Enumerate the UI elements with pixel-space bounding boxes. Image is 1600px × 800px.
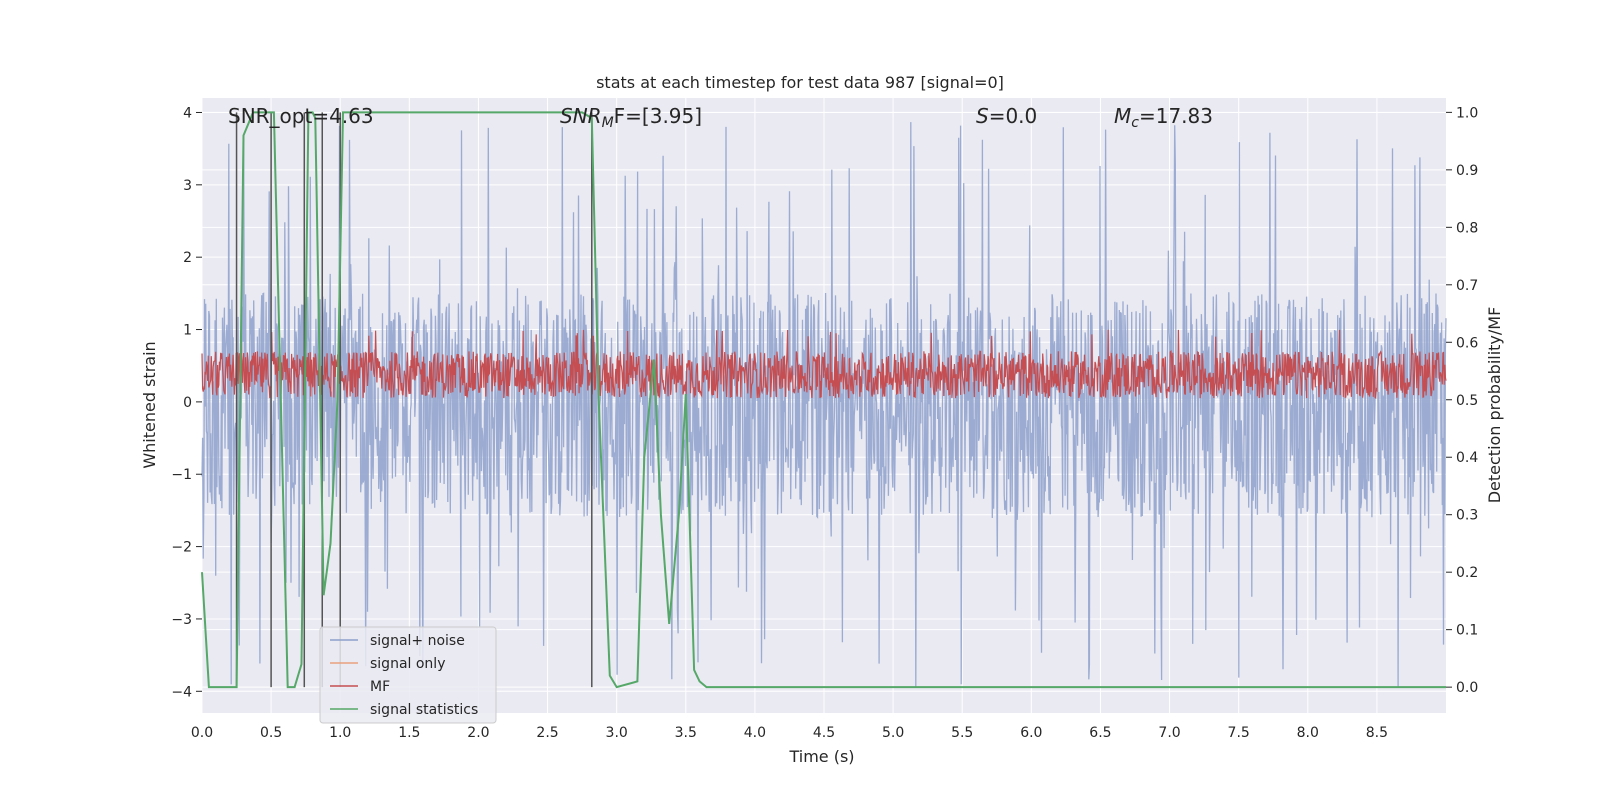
annotation-s-value: S=0.0: [976, 104, 1037, 128]
chart-title: stats at each timestep for test data 987…: [596, 73, 1004, 92]
x-tick-label: 7.0: [1158, 725, 1180, 741]
y-left-tick-label: −2: [171, 540, 192, 556]
y-right-tick-label: 0.5: [1456, 393, 1478, 409]
y-right-tick-label: 0.4: [1456, 450, 1478, 466]
y-left-tick-label: 4: [183, 105, 192, 121]
y-right-tick-label: 0.9: [1456, 163, 1478, 179]
x-tick-label: 8.0: [1297, 725, 1319, 741]
y-right-tick-label: 0.1: [1456, 623, 1478, 639]
y-left-tick-label: 0: [183, 395, 192, 411]
signal-statistics-line: [201, 111, 1446, 689]
legend-box: [319, 626, 497, 724]
legend-label-mf: MF: [370, 679, 390, 695]
y-right-tick-label: 0.7: [1456, 278, 1478, 294]
x-tick-label: 0.0: [191, 725, 213, 741]
y-left-tick-label: −3: [171, 612, 192, 628]
x-tick-label: 3.5: [675, 725, 697, 741]
annotation-snr-mf-suffix: F=[3.95]: [614, 104, 702, 128]
mf-line: [201, 329, 1447, 400]
y-right-tick-label: 0.6: [1456, 335, 1478, 351]
x-tick-label: 1.0: [329, 725, 351, 741]
x-tick-label: 2.0: [467, 725, 489, 741]
y-right-tick-label: 0.8: [1456, 220, 1478, 236]
x-tick-label: 5.5: [951, 725, 973, 741]
annotation-mc-value: Mc=17.83: [1114, 104, 1213, 131]
y-left-tick-label: −1: [171, 467, 192, 483]
annotation-snr-opt: SNR_opt=4.63: [228, 104, 374, 128]
x-tick-label: 4.5: [813, 725, 835, 741]
y-right-tick-label: 1.0: [1456, 105, 1478, 121]
y-left-tick-label: −4: [171, 684, 192, 700]
annotation-snr-mf-sub: M: [602, 115, 614, 131]
x-tick-label: 4.0: [744, 725, 766, 741]
x-tick-label: 5.0: [882, 725, 904, 741]
annotation-mc-prefix: M: [1114, 104, 1131, 128]
x-tick-label: 2.5: [536, 725, 558, 741]
signal-plus-noise-line: [201, 122, 1447, 688]
annotation-s-suffix: =0.0: [989, 104, 1038, 128]
legend: signal+ noise signal only MF signal stat…: [319, 626, 497, 724]
series-signal-statistics: [201, 111, 1446, 689]
x-tick-label: 7.5: [1228, 725, 1250, 741]
x-tick-label: 6.0: [1020, 725, 1042, 741]
y-left-tick-label: 3: [183, 178, 192, 194]
y-right-tick-label: 0.2: [1456, 565, 1478, 581]
x-tick-label: 1.5: [398, 725, 420, 741]
y-axis-label-right: Detection probability/MF: [1485, 307, 1504, 504]
legend-label-signal-statistics: signal statistics: [370, 702, 478, 718]
legend-label-signal-noise: signal+ noise: [370, 633, 465, 649]
annotation-snr-mf: SNRMF=[3.95]: [560, 104, 702, 131]
series-mf: [201, 329, 1447, 400]
x-axis-label: Time (s): [788, 747, 854, 766]
x-tick-label: 0.5: [260, 725, 282, 741]
annotation-snr-mf-prefix: SNR: [560, 104, 602, 128]
y-left-tick-label: 1: [183, 323, 192, 339]
annotation-s-prefix: S: [976, 104, 989, 128]
y-left-tick-label: 2: [183, 250, 192, 266]
series-signal-plus-noise: [201, 122, 1447, 688]
x-tick-label: 6.5: [1089, 725, 1111, 741]
tick-labels: 0.0 0.5 1.0 1.5 2.0 2.5 3.0 3.5 4.0 4.5 5.0 5.5 6.0 6…: [171, 105, 1478, 741]
y-right-tick-label: 0.3: [1456, 508, 1478, 524]
annotation-mc-sub: c: [1131, 115, 1139, 131]
y-axis-label-left: Whitened strain: [140, 341, 159, 468]
annotation-mc-suffix: =17.83: [1139, 104, 1213, 128]
x-tick-label: 3.0: [606, 725, 628, 741]
legend-label-signal-only: signal only: [370, 656, 445, 672]
x-tick-label: 8.5: [1366, 725, 1388, 741]
y-right-tick-label: 0.0: [1456, 680, 1478, 696]
